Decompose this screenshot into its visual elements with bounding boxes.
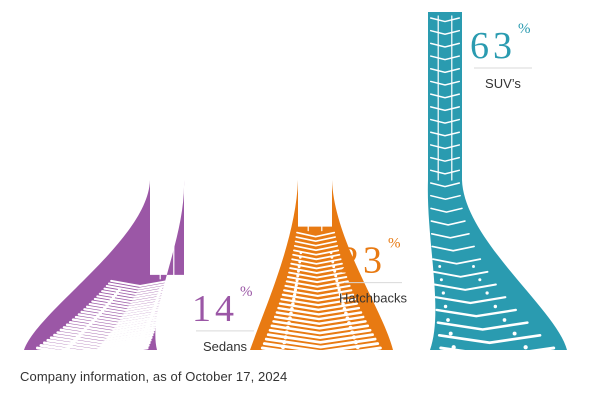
category-label-1: Hatchbacks (339, 291, 407, 306)
bar-suvs (427, 12, 567, 350)
source-note: Company information, as of October 17, 2… (20, 369, 288, 384)
percent-sign: % (240, 284, 253, 300)
tread-pattern (429, 15, 556, 364)
tire-track-0 (24, 179, 185, 363)
tread-pattern (35, 179, 175, 363)
tire-track-1 (250, 179, 393, 364)
tread-pattern (260, 179, 382, 364)
data-label-1: 23 (340, 240, 386, 282)
category-label-2: SUV’s (485, 76, 521, 91)
data-label-2: 63 (470, 25, 516, 67)
percent-sign: % (388, 236, 401, 252)
percent-sign: % (518, 21, 531, 37)
tire-track-2 (427, 12, 567, 364)
data-label-0: 14 (192, 288, 238, 330)
category-label-0: Sedans (203, 339, 248, 354)
